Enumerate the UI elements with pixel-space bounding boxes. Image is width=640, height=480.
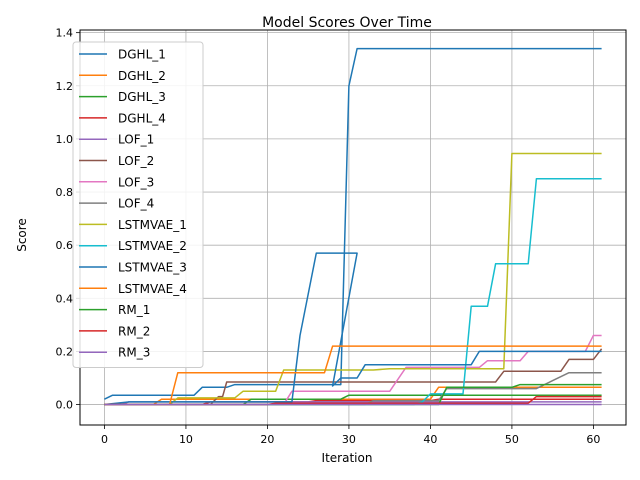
x-tick-label: 30 [342, 433, 356, 446]
legend-label: RM_2 [118, 324, 150, 338]
legend-label: DGHL_3 [118, 90, 166, 104]
x-tick-label: 50 [505, 433, 519, 446]
y-tick-label: 1.2 [56, 80, 74, 93]
legend-label: DGHL_1 [118, 48, 166, 62]
legend-label: LSTMVAE_2 [118, 239, 187, 253]
y-tick-label: 0.8 [56, 186, 74, 199]
legend-label: LSTMVAE_1 [118, 218, 187, 232]
legend-label: LOF_1 [118, 133, 154, 147]
x-axis-ticks: 0 10 20 30 40 50 60 [101, 425, 600, 446]
x-axis-label: Iteration [322, 451, 373, 465]
series-line-lof-2 [104, 348, 603, 406]
series-line-lstmvae-1 [104, 152, 602, 406]
y-tick-label: 0.6 [56, 239, 74, 252]
legend-label: LOF_4 [118, 197, 154, 211]
series-lines [104, 47, 603, 406]
legend-label: RM_1 [118, 303, 150, 317]
y-tick-label: 1.4 [56, 27, 74, 40]
legend-label: DGHL_4 [118, 111, 166, 125]
chart-title: Model Scores Over Time [262, 15, 432, 31]
series-line-lstmvae-3 [104, 252, 602, 406]
series-line-dghl-1 [104, 47, 602, 400]
legend-label: LSTMVAE_4 [118, 282, 187, 296]
y-axis-ticks: 0.0 0.2 0.4 0.6 0.8 1.0 1.2 1.4 [56, 27, 80, 412]
x-tick-label: 0 [101, 433, 108, 446]
series-line-lof-3 [104, 334, 602, 406]
legend-label: LOF_2 [118, 154, 154, 168]
legend-label: LSTMVAE_3 [118, 261, 187, 275]
y-tick-label: 0.2 [56, 345, 74, 358]
y-tick-label: 0.0 [56, 399, 74, 412]
legend: DGHL_1 DGHL_2 DGHL_3 DGHL_4 LOF_1 LOF_2 LOF_3 L… [72, 41, 204, 368]
legend-label: DGHL_2 [118, 69, 166, 83]
y-axis-label: Score [15, 218, 29, 252]
legend-box [72, 41, 204, 368]
legend-label: LOF_3 [118, 175, 154, 189]
y-tick-label: 0.4 [56, 292, 74, 305]
x-tick-label: 20 [260, 433, 274, 446]
legend-label: RM_3 [118, 346, 150, 360]
x-tick-label: 60 [586, 433, 600, 446]
x-tick-label: 40 [423, 433, 437, 446]
y-tick-label: 1.0 [56, 133, 74, 146]
x-tick-label: 10 [179, 433, 193, 446]
